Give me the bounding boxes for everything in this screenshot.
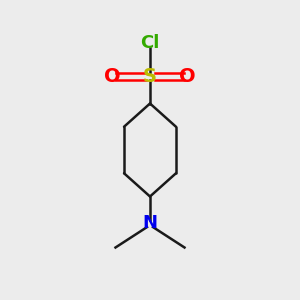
Text: Cl: Cl [140, 34, 160, 52]
Text: O: O [179, 67, 196, 86]
Text: N: N [142, 214, 158, 232]
Text: O: O [104, 67, 121, 86]
Text: S: S [143, 67, 157, 86]
